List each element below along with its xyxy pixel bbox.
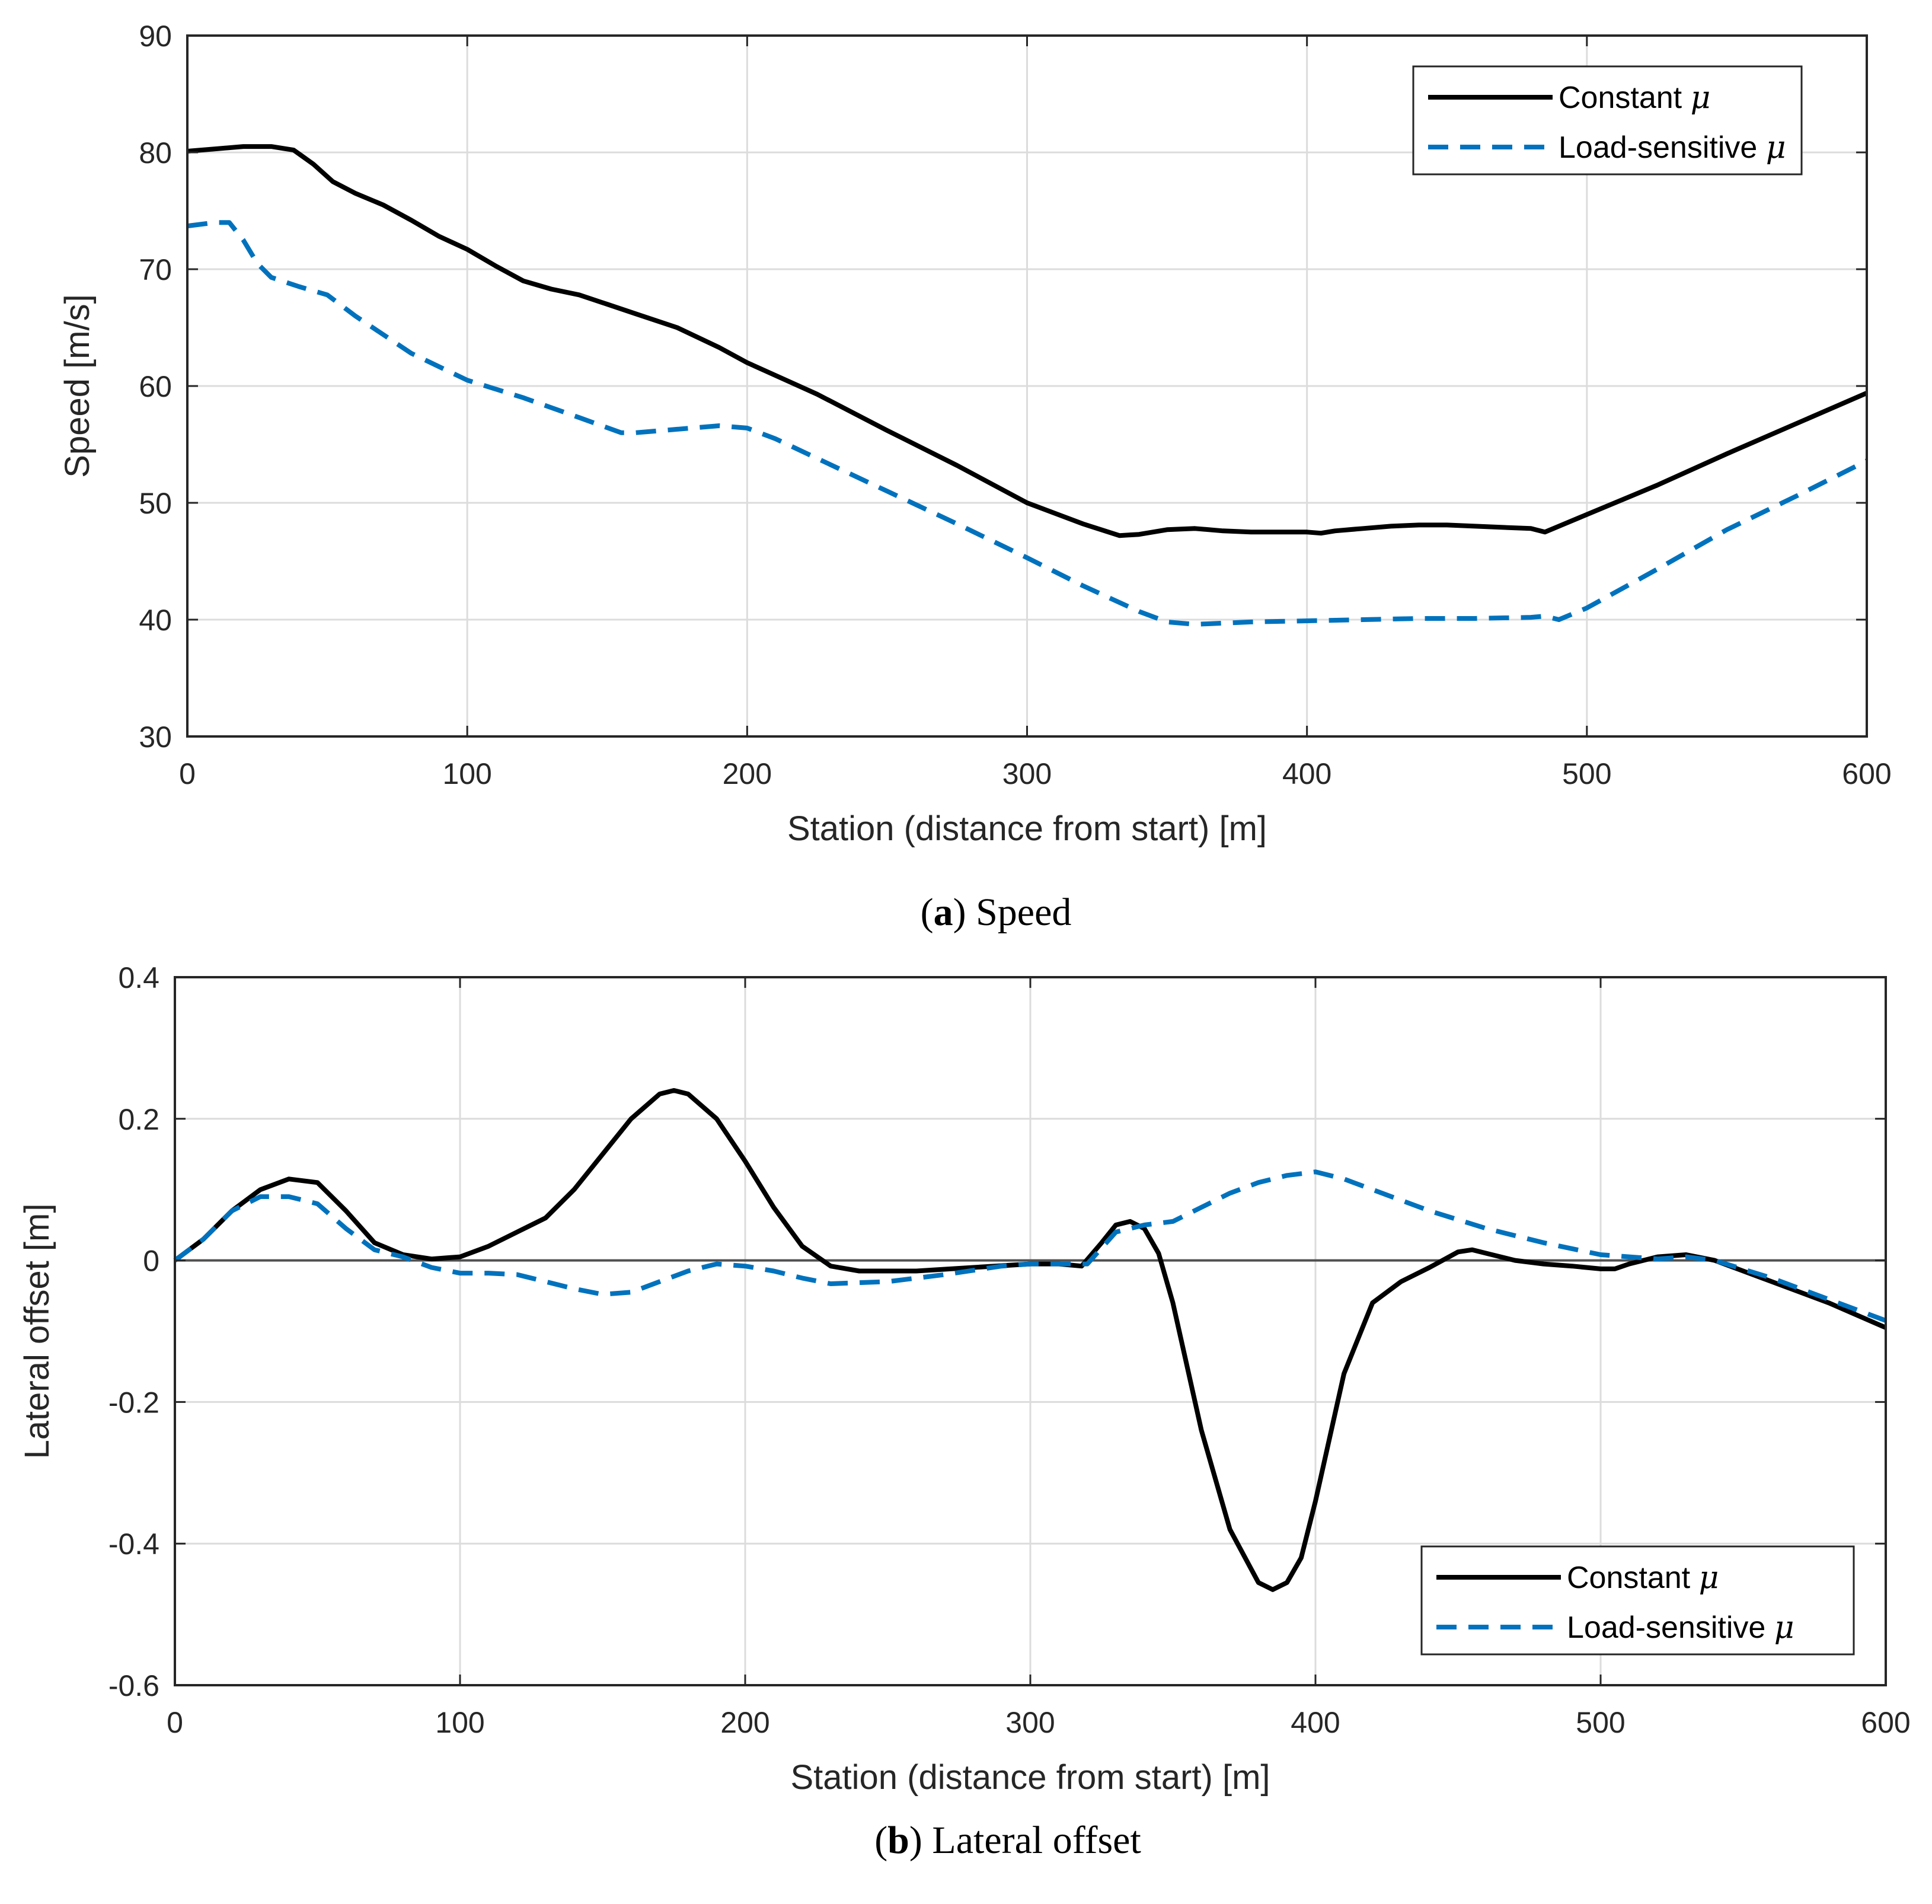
y-tick-label: -0.2 bbox=[108, 1386, 159, 1419]
x-tick-label: 400 bbox=[1291, 1706, 1340, 1739]
y-tick-label: 30 bbox=[139, 720, 172, 754]
x-tick-label: 300 bbox=[1002, 757, 1052, 790]
y-tick-label: 0 bbox=[143, 1245, 159, 1278]
y-axis-label: Lateral offset [m] bbox=[18, 1204, 56, 1459]
y-tick-label: 50 bbox=[139, 487, 172, 520]
chart-panel-lateral-offset: 0 100 200 300 400 500 600 -0.6 -0.4 -0.2 0 0.2 0.4 St… bbox=[18, 961, 1911, 1862]
figure-caption: (b) Lateral offset bbox=[874, 1819, 1141, 1862]
legend-mu-symbol: μ bbox=[1691, 80, 1711, 116]
y-tick-label: 90 bbox=[139, 20, 172, 53]
series-line-constant-mu bbox=[173, 1088, 1887, 1592]
caption-letter: b bbox=[887, 1819, 909, 1862]
y-tick-label: 80 bbox=[139, 136, 172, 170]
legend-label: Constant μ bbox=[1567, 1560, 1719, 1596]
x-tick-label: 0 bbox=[167, 1706, 183, 1739]
series-line-load-sensitive-mu bbox=[187, 220, 1868, 627]
legend-mu-symbol: μ bbox=[1699, 1560, 1719, 1596]
caption-letter: a bbox=[934, 891, 953, 934]
figure-caption: (a) Speed bbox=[921, 891, 1072, 934]
legend-mu-symbol: μ bbox=[1774, 1610, 1794, 1645]
x-tick-label: 100 bbox=[435, 1706, 484, 1739]
legend-series-name: Load-sensitive bbox=[1559, 130, 1757, 165]
series-line-constant-mu bbox=[187, 144, 1868, 538]
legend-series-name: Load-sensitive bbox=[1567, 1610, 1765, 1645]
legend-label: Load-sensitive μ bbox=[1559, 130, 1786, 165]
x-axis-label: Station (distance from start) [m] bbox=[787, 809, 1267, 848]
x-tick-label: 100 bbox=[442, 757, 491, 790]
legend-label: Load-sensitive μ bbox=[1567, 1610, 1794, 1645]
y-tick-label: 40 bbox=[139, 604, 172, 637]
y-tick-label: -0.6 bbox=[108, 1669, 159, 1702]
x-tick-label: 600 bbox=[1842, 757, 1891, 790]
chart-panel-speed: 0 100 200 300 400 500 600 30 40 50 60 70 80 90 Station… bbox=[58, 20, 1892, 934]
x-tick-label: 200 bbox=[723, 757, 772, 790]
legend-mu-symbol: μ bbox=[1766, 130, 1786, 165]
y-tick-label: -0.4 bbox=[108, 1527, 159, 1561]
y-tick-label: 0.2 bbox=[118, 1103, 159, 1136]
legend-box bbox=[1420, 1545, 1855, 1656]
y-tick-label: 60 bbox=[139, 370, 172, 403]
legend-series-name: Constant bbox=[1567, 1561, 1691, 1595]
x-tick-label: 200 bbox=[720, 1706, 769, 1739]
x-tick-label: 500 bbox=[1576, 1706, 1625, 1739]
x-tick-label: 300 bbox=[1005, 1706, 1055, 1739]
x-tick-label: 0 bbox=[179, 757, 196, 790]
y-axis-label: Speed [m/s] bbox=[58, 294, 97, 477]
legend-box bbox=[1412, 65, 1803, 176]
caption-text: Lateral offset bbox=[932, 1819, 1141, 1862]
legend-label: Constant μ bbox=[1559, 80, 1710, 116]
series-line-load-sensitive-mu bbox=[173, 1169, 1887, 1323]
x-axis-label: Station (distance from start) [m] bbox=[790, 1758, 1270, 1797]
caption-text: Speed bbox=[976, 891, 1071, 934]
legend-series-name: Constant bbox=[1559, 81, 1682, 115]
y-tick-label: 0.4 bbox=[118, 961, 159, 994]
x-tick-label: 500 bbox=[1562, 757, 1611, 790]
y-tick-label: 70 bbox=[139, 253, 172, 286]
x-tick-label: 400 bbox=[1282, 757, 1331, 790]
x-tick-label: 600 bbox=[1861, 1706, 1910, 1739]
